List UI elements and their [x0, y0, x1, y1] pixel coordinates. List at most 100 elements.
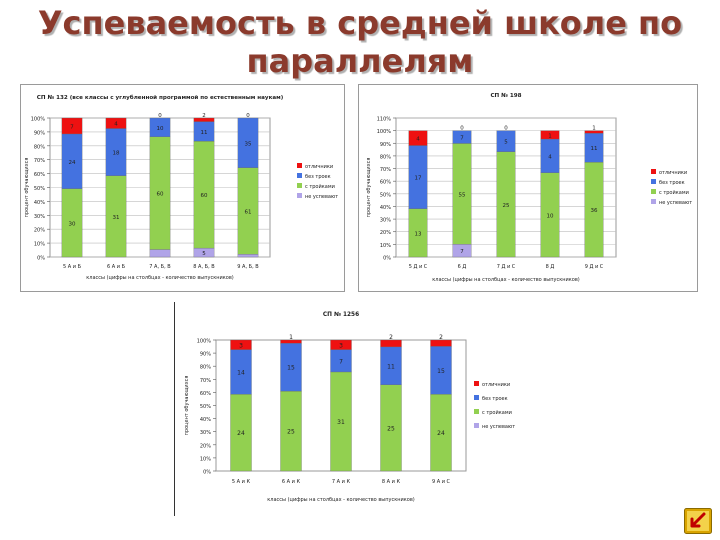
chart3-bar-отличники: [430, 339, 452, 347]
chart1-legend-swatch: [297, 173, 302, 178]
chart1-data-label: 0: [158, 113, 162, 119]
chart-sp-1256-left-border: [174, 302, 175, 516]
chart2-data-label: 36: [591, 208, 598, 214]
chart3-legend-label: с тройками: [482, 409, 512, 416]
chart2-ytick-label: 50%: [380, 192, 391, 198]
chart3-data-label: 25: [287, 429, 295, 436]
chart1-bar-отличники: [105, 117, 127, 129]
chart3-ytick-label: 30%: [200, 430, 211, 436]
chart2-xtick-label: 7 Д и С: [497, 264, 516, 270]
chart1-legend-label: не успевают: [305, 194, 338, 200]
chart2-data-label: 0: [504, 126, 508, 132]
chart1-legend-label: отличники: [305, 164, 333, 170]
chart1-xtick-label: 5 А и Б: [63, 264, 82, 270]
chart1-ytick-label: 70%: [34, 158, 45, 164]
chart3-title: СП № 1256: [323, 311, 359, 318]
chart2-ytick-label: 80%: [380, 154, 391, 160]
chart1-xtick-label: 7 А, Б, В: [149, 264, 171, 270]
chart2-data-label: 1: [548, 133, 552, 139]
chart2-legend-swatch: [651, 199, 656, 204]
chart2-ytick-label: 30%: [380, 218, 391, 224]
chart-sp-132: СП № 132 (все классы с углубленной прогр…: [20, 84, 345, 292]
chart1-bar-отличники: [193, 117, 215, 122]
chart1-title: СП № 132 (все классы с углубленной прогр…: [37, 94, 284, 101]
chart2-data-label: 25: [503, 203, 510, 209]
chart2-xtick-label: 6 Д: [458, 264, 467, 270]
chart3-legend-label: не успевают: [482, 424, 515, 430]
chart1-ytick-label: 40%: [34, 200, 45, 206]
chart3-data-label: 7: [339, 358, 343, 365]
chart1-data-label: 7: [70, 124, 74, 130]
chart2-data-label: 7: [460, 249, 464, 255]
chart1-data-label: 5: [202, 251, 206, 257]
chart2-ylabel: процент обучающихся: [366, 158, 372, 218]
chart1-data-label: 11: [201, 130, 208, 136]
chart1-bar-не успевают: [149, 249, 171, 258]
chart3-data-label: 25: [387, 425, 395, 432]
chart1-data-label: 24: [69, 160, 76, 166]
chart2-ytick-label: 100%: [377, 129, 392, 135]
return-arrow-icon: [684, 508, 712, 534]
chart1-xlabel: классы (цифры на столбцах - количество в…: [86, 275, 233, 281]
slide-title-line-2: параллелям: [246, 42, 474, 80]
chart3-ylabel: процент обучающихся: [184, 376, 190, 436]
chart1-data-label: 60: [157, 192, 164, 198]
chart2-data-label: 10: [547, 213, 554, 219]
chart-sp-132-svg: СП № 132 (все классы с углубленной прогр…: [20, 84, 345, 292]
chart3-xtick-label: 6 А и К: [282, 479, 301, 485]
chart1-ytick-label: 60%: [34, 172, 45, 178]
chart3-xtick-label: 9 А и С: [432, 479, 451, 485]
chart3-xlabel: классы (цифры на столбцах - количество в…: [267, 497, 414, 503]
chart-sp-1256-svg: СП № 1256 0% 10% 20% 30% 40% 50% 60% 70% 80% 90% 10…: [184, 311, 515, 503]
chart2-data-label: 11: [591, 146, 598, 152]
chart2-data-label: 17: [415, 176, 422, 182]
chart1-data-label: 35: [245, 141, 252, 147]
return-button[interactable]: [684, 508, 712, 534]
chart1-data-label: 60: [201, 193, 208, 199]
chart3-legend-swatch: [474, 381, 479, 386]
chart1-bar-без троек: [149, 117, 171, 137]
chart3-legend-swatch: [474, 423, 479, 428]
chart1-legend-swatch: [297, 193, 302, 198]
slide-title-line-1: Успеваемость в средней школе по: [37, 4, 683, 42]
chart3-ytick-label: 50%: [200, 404, 211, 410]
chart3-ytick-label: 40%: [200, 417, 211, 423]
chart3-data-label: 3: [339, 342, 343, 349]
chart2-ytick-label: 0%: [383, 256, 391, 262]
chart1-data-label: 30: [69, 221, 76, 227]
chart2-data-label: 55: [459, 192, 466, 198]
chart1-data-label: 0: [246, 113, 250, 119]
chart3-legend-swatch: [474, 409, 479, 414]
chart-sp-198-svg: СП № 1980%10%20%30%40%50%60%70%80%90%100…: [358, 84, 698, 292]
chart1-data-label: 10: [157, 126, 164, 132]
chart3-xtick-label: 8 А и К: [382, 479, 401, 485]
chart1-data-label: 61: [245, 209, 252, 215]
chart2-legend-swatch: [651, 179, 656, 184]
chart1-legend-label: без троек: [305, 174, 331, 180]
chart3-data-label: 15: [437, 368, 445, 375]
chart2-bar-отличники: [584, 130, 604, 134]
chart3-ytick-label: 0%: [203, 470, 211, 476]
chart2-xtick-label: 5 Д и С: [409, 264, 428, 270]
chart3-data-label: 24: [437, 430, 445, 437]
chart1-data-label: 2: [202, 113, 206, 119]
chart3-bar-отличники: [330, 339, 352, 350]
chart3-legend-swatch: [474, 395, 479, 400]
chart2-bar-отличники: [408, 130, 428, 146]
chart3-legend-label: отличники: [482, 382, 510, 388]
chart3-xtick-label: 7 А и К: [332, 479, 351, 485]
chart2-bar-без троек: [452, 130, 472, 144]
chart3-ytick-label: 80%: [200, 365, 211, 371]
chart2-data-label: 5: [504, 140, 508, 146]
chart3-data-label: 14: [237, 369, 245, 376]
chart1-ytick-label: 80%: [34, 144, 45, 150]
chart3-data-label: 24: [237, 430, 245, 437]
chart3-data-label: 3: [239, 342, 243, 349]
chart1-ytick-label: 30%: [34, 214, 45, 220]
chart3-ytick-label: 10%: [200, 456, 211, 462]
chart2-bar-отличники: [540, 130, 560, 140]
chart3-ytick-label: 100%: [197, 339, 212, 345]
chart2-ytick-label: 40%: [380, 205, 391, 211]
chart1-xtick-label: 6 А и Б: [107, 264, 126, 270]
chart3-ytick-label: 90%: [200, 352, 211, 358]
